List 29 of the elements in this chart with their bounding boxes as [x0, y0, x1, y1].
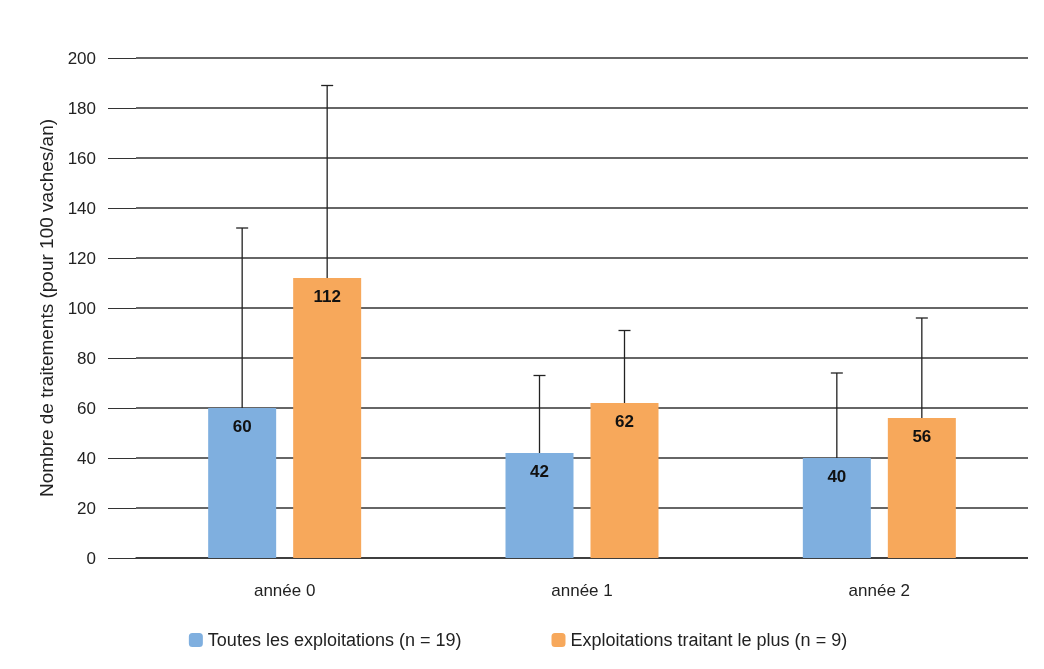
- y-tick-label: 0: [86, 548, 96, 568]
- bar: [208, 408, 277, 558]
- y-tick-label: 140: [67, 198, 96, 218]
- x-tick-label: année 1: [551, 581, 613, 600]
- y-tick-label: 180: [67, 98, 96, 118]
- bar: [887, 418, 956, 558]
- bar: [802, 458, 871, 558]
- y-tick-label: 120: [67, 248, 96, 268]
- legend-label: Exploitations traitant le plus (n = 9): [570, 630, 848, 650]
- y-tick-label: 80: [77, 348, 96, 368]
- data-label: 40: [827, 467, 847, 486]
- y-tick-label: 200: [67, 48, 96, 68]
- legend-label: Toutes les exploitations (n = 19): [207, 630, 462, 650]
- data-label: 62: [615, 412, 634, 431]
- bar: [505, 453, 574, 558]
- x-tick-label: année 2: [848, 581, 911, 600]
- data-label: 112: [313, 287, 341, 306]
- data-label: 56: [912, 427, 932, 446]
- data-label: 60: [232, 417, 252, 436]
- y-tick-label: 60: [77, 398, 96, 418]
- x-tick-label: année 0: [253, 581, 316, 600]
- bar: [590, 403, 659, 558]
- data-label: 42: [530, 462, 549, 481]
- y-tick-label: 40: [77, 448, 96, 468]
- y-tick-label: 20: [77, 498, 96, 518]
- bar: [293, 278, 362, 558]
- y-tick-label: 100: [67, 298, 96, 318]
- y-tick-label: 160: [67, 148, 96, 168]
- y-axis-title: Nombre de traitements (pour 100 vaches/an): [36, 118, 57, 498]
